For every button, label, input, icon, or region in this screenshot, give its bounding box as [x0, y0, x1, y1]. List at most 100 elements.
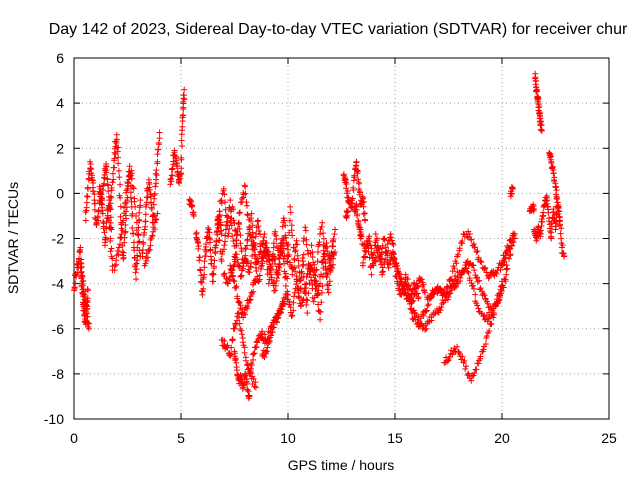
- data-point: [380, 268, 387, 275]
- data-point: [247, 365, 254, 372]
- data-point: [238, 327, 245, 334]
- x-tick-label: 5: [177, 430, 185, 446]
- data-point: [114, 148, 121, 155]
- data-point: [400, 285, 407, 292]
- data-point: [493, 296, 500, 303]
- data-point: [344, 187, 351, 194]
- y-tick-label: 4: [56, 95, 64, 111]
- data-point: [82, 217, 89, 224]
- data-point: [365, 248, 372, 255]
- data-point: [246, 297, 253, 304]
- data-point: [237, 240, 244, 247]
- data-point: [509, 185, 516, 192]
- data-point: [104, 181, 111, 188]
- data-point: [127, 194, 134, 201]
- data-point: [488, 320, 495, 327]
- data-point: [462, 365, 469, 372]
- data-point: [303, 301, 310, 308]
- data-point: [318, 289, 325, 296]
- data-point: [277, 309, 284, 316]
- data-point: [190, 209, 197, 216]
- data-point: [180, 105, 187, 112]
- data-point: [544, 197, 551, 204]
- data-point: [477, 353, 484, 360]
- data-point: [242, 372, 249, 379]
- data-point: [505, 244, 512, 251]
- data-point: [235, 262, 242, 269]
- data-point: [228, 266, 235, 273]
- data-point: [84, 295, 91, 302]
- data-point: [169, 172, 176, 179]
- data-point: [222, 199, 229, 206]
- y-tick-label: 2: [56, 140, 64, 156]
- data-point: [236, 210, 243, 217]
- data-point: [135, 239, 142, 246]
- data-point: [414, 317, 421, 324]
- data-point: [287, 209, 294, 216]
- data-point: [444, 296, 451, 303]
- data-point: [548, 160, 555, 167]
- data-point: [292, 268, 299, 275]
- data-point: [390, 241, 397, 248]
- data-point: [120, 249, 127, 256]
- data-point: [304, 309, 311, 316]
- data-point: [245, 230, 252, 237]
- data-point: [322, 244, 329, 251]
- data-point: [353, 167, 360, 174]
- data-point: [492, 303, 499, 310]
- data-point: [388, 237, 395, 244]
- data-point: [356, 180, 363, 187]
- data-point: [136, 238, 143, 245]
- data-point: [242, 246, 249, 253]
- data-point: [156, 135, 163, 142]
- data-point: [214, 217, 221, 224]
- data-point: [423, 307, 430, 314]
- data-point: [222, 206, 229, 213]
- data-point: [250, 288, 257, 295]
- data-point: [259, 334, 266, 341]
- data-point: [388, 234, 395, 241]
- data-point: [548, 219, 555, 226]
- data-point: [328, 265, 335, 272]
- data-point: [116, 174, 123, 181]
- data-point: [115, 160, 122, 167]
- data-point: [84, 184, 91, 191]
- data-point: [320, 230, 327, 237]
- data-point: [251, 350, 258, 357]
- data-point: [275, 267, 282, 274]
- data-point: [361, 216, 368, 223]
- data-point: [348, 204, 355, 211]
- data-point: [378, 269, 385, 276]
- data-point: [431, 310, 438, 317]
- data-point: [111, 155, 118, 162]
- data-point: [292, 248, 299, 255]
- data-point: [227, 266, 234, 273]
- data-point: [330, 255, 337, 262]
- data-point: [459, 353, 466, 360]
- data-point: [459, 238, 466, 245]
- data-point: [468, 236, 475, 243]
- data-point: [241, 344, 248, 351]
- data-point: [470, 262, 477, 269]
- data-point: [250, 243, 257, 250]
- data-point: [151, 192, 158, 199]
- data-point: [176, 172, 183, 179]
- chart-title: Day 142 of 2023, Sidereal Day-to-day VTE…: [49, 21, 628, 38]
- data-point: [223, 218, 230, 225]
- data-point: [253, 259, 260, 266]
- data-point: [277, 252, 284, 259]
- data-point: [326, 257, 333, 264]
- data-point: [405, 294, 412, 301]
- data-point: [465, 269, 472, 276]
- data-point: [320, 258, 327, 265]
- data-point: [284, 275, 291, 282]
- data-point: [379, 242, 386, 249]
- data-point: [325, 282, 332, 289]
- data-point: [313, 292, 320, 299]
- data-point: [133, 276, 140, 283]
- data-point: [228, 351, 235, 358]
- data-point: [102, 234, 109, 241]
- data-point: [117, 181, 124, 188]
- data-point: [242, 190, 249, 197]
